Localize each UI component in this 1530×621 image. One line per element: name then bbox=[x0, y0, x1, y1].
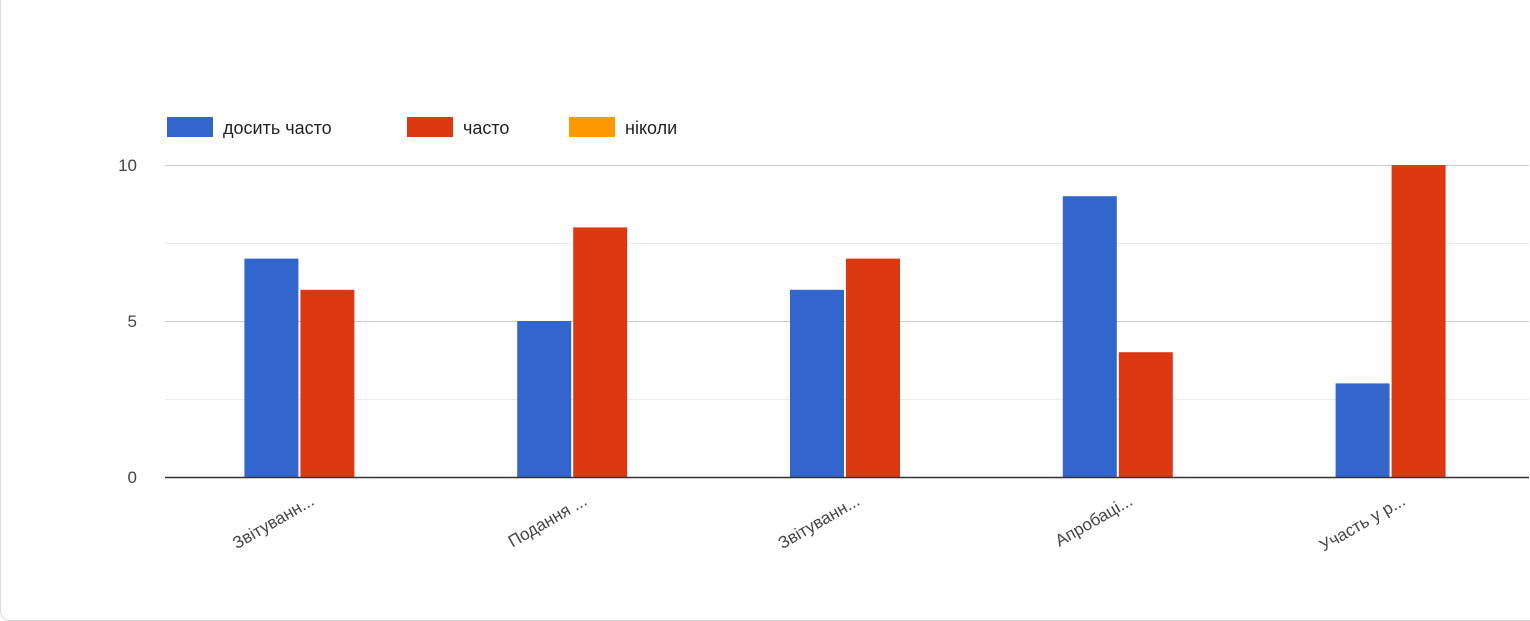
bar-series2 bbox=[1391, 165, 1446, 477]
legend-swatch bbox=[569, 117, 615, 137]
y-tick-label: 10 bbox=[118, 156, 137, 175]
bar-series1 bbox=[517, 321, 572, 477]
bar-series2 bbox=[846, 258, 900, 477]
x-tick-label: Звітуванн... bbox=[775, 491, 863, 553]
legend-swatch bbox=[407, 117, 453, 137]
bar-series1 bbox=[790, 289, 844, 477]
y-tick-label: 5 bbox=[128, 312, 137, 331]
bar-series1 bbox=[244, 258, 299, 477]
x-tick-label: Участь у р... bbox=[1316, 491, 1408, 555]
bar-series2 bbox=[573, 227, 628, 477]
legend-swatch bbox=[167, 117, 213, 137]
x-tick-label: Звітуванн... bbox=[229, 491, 317, 553]
legend-label: часто bbox=[463, 118, 509, 138]
bar-series1 bbox=[1062, 196, 1117, 477]
x-tick-label: Подання ... bbox=[505, 491, 590, 551]
y-tick-label: 0 bbox=[128, 468, 137, 487]
bar-series2 bbox=[300, 289, 355, 477]
legend-label: досить часто bbox=[223, 118, 332, 138]
bar-series2 bbox=[1118, 352, 1173, 477]
bar-series1 bbox=[1335, 383, 1390, 477]
x-tick-label: Апробаці... bbox=[1052, 491, 1136, 550]
legend-label: ніколи bbox=[625, 118, 677, 138]
